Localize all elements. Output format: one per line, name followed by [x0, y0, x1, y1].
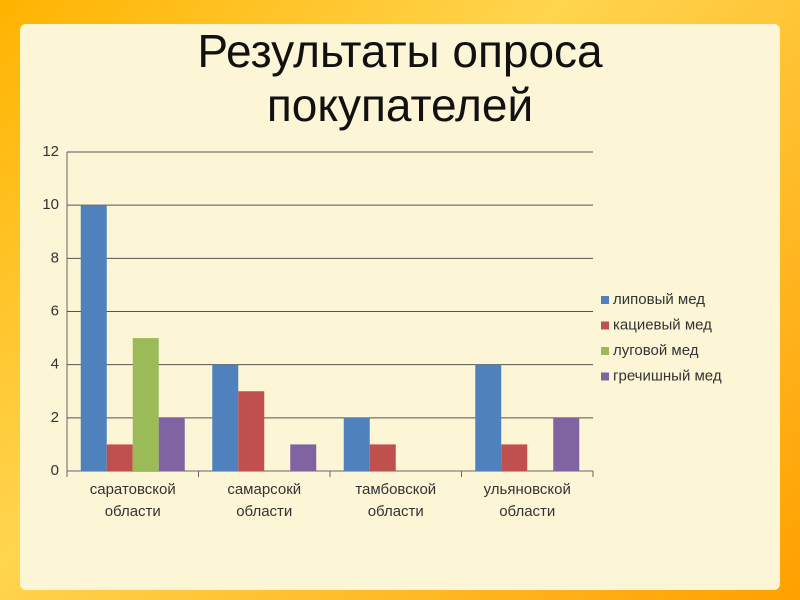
y-tick-label: 12: [42, 143, 59, 160]
y-tick-label: 0: [51, 462, 59, 479]
x-tick-label: саратовской области: [89, 481, 176, 520]
legend-swatch: [601, 296, 609, 304]
legend-swatch: [601, 347, 609, 355]
y-tick-label: 6: [51, 302, 59, 319]
y-tick-label: 10: [42, 196, 59, 213]
x-tick-label: самарсокй области: [227, 481, 302, 520]
slide-panel: [20, 24, 780, 590]
legend-label: луговой мед: [613, 342, 699, 359]
legend-label: липовый мед: [613, 291, 705, 308]
bar: [80, 205, 107, 471]
chart-title: Результаты опроса покупателей: [197, 25, 603, 131]
bar: [106, 444, 133, 471]
y-tick-label: 8: [51, 249, 59, 266]
bar: [501, 444, 528, 471]
bar: [343, 417, 370, 471]
bar: [132, 338, 159, 471]
bar: [212, 364, 239, 471]
bar: [158, 417, 185, 471]
legend-label: кациевый мед: [613, 316, 712, 333]
legend-swatch: [601, 372, 609, 381]
bar: [475, 364, 502, 471]
bar: [553, 417, 580, 471]
bar: [238, 391, 265, 471]
bar: [369, 444, 396, 471]
legend-swatch: [601, 321, 609, 330]
x-tick-label: ульяновской области: [483, 481, 571, 520]
x-tick-label: тамбовской области: [355, 481, 437, 520]
legend-label: гречишный мед: [613, 367, 722, 384]
bar: [290, 444, 317, 471]
y-tick-label: 4: [51, 356, 59, 373]
y-tick-label: 2: [51, 409, 59, 426]
